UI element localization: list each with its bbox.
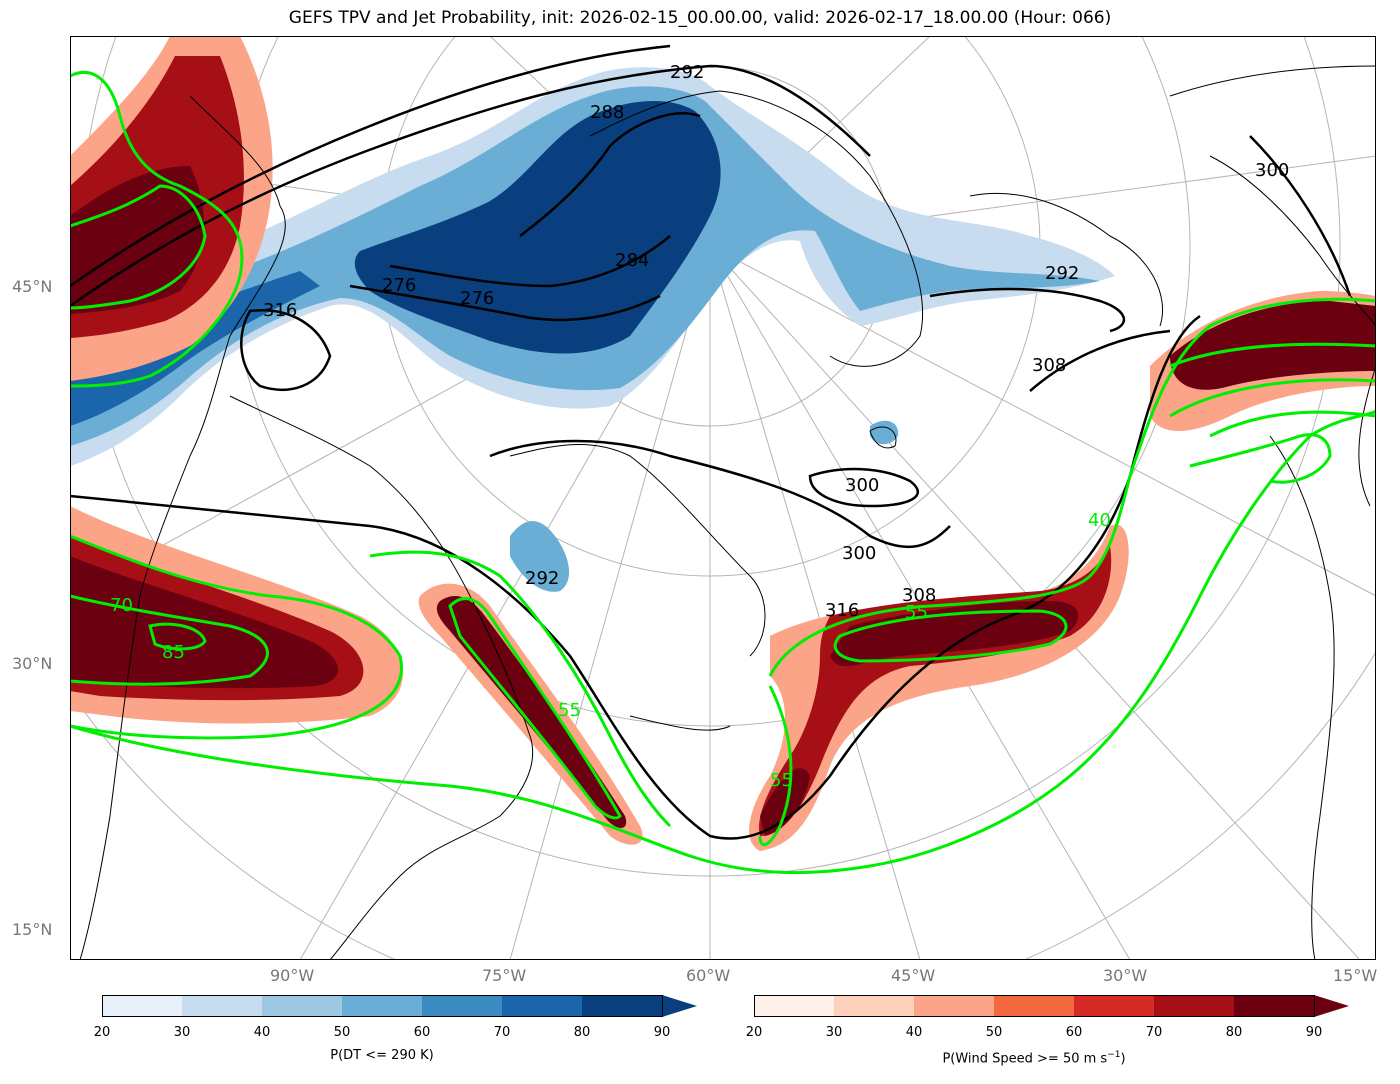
colorbar-red-tick: 50 (985, 1025, 1003, 1040)
theta-label: 284 (615, 250, 649, 271)
lon-label: 75°W (482, 966, 527, 985)
coastlines (79, 65, 1376, 960)
theta-label: 300 (842, 543, 876, 564)
lon-label: 60°W (686, 966, 731, 985)
colorbar-blue-cell (182, 995, 263, 1017)
colorbar-red-cell (754, 995, 835, 1017)
lon-label: 90°W (270, 966, 315, 985)
colorbar-red-label: P(Wind Speed >= 50 m s−1) (754, 1050, 1314, 1066)
wind-label: 55 (770, 770, 793, 791)
map-panel[interactable]: 292 288 284 276 276 316 300 300 308 308 … (70, 36, 1376, 960)
colorbar-blue-cell (102, 995, 183, 1017)
map-title: GEFS TPV and Jet Probability, init: 2026… (288, 8, 1112, 28)
lat-label: 45°N (12, 277, 53, 296)
colorbar-red-cell (914, 995, 995, 1017)
theta-label: 300 (1255, 160, 1289, 181)
theta-label: 288 (590, 102, 624, 123)
colorbar-blue-cell (262, 995, 343, 1017)
theta-label: 308 (1032, 355, 1066, 376)
colorbar-red-tick: 90 (1305, 1025, 1323, 1040)
theta-label: 300 (845, 475, 879, 496)
lat-label: 15°N (12, 920, 53, 939)
colorbar-blue-cell (582, 995, 663, 1017)
colorbar-blue (102, 995, 697, 1017)
theta-label: 292 (670, 62, 704, 83)
colorbar-blue-tick: 20 (93, 1025, 111, 1040)
colorbar-red-tick: 20 (745, 1025, 763, 1040)
wind-label: 55 (558, 700, 581, 721)
colorbar-red-cell (834, 995, 915, 1017)
colorbar-blue-tick: 30 (173, 1025, 191, 1040)
colorbar-blue-cell (422, 995, 503, 1017)
colorbar-blue-tick: 60 (413, 1025, 431, 1040)
colorbar-red-tick: 60 (1065, 1025, 1083, 1040)
theta-label: 276 (460, 288, 494, 309)
colorbar-red-tick: 40 (905, 1025, 923, 1040)
theta-label: 316 (825, 600, 859, 621)
colorbar-blue-tick: 40 (253, 1025, 271, 1040)
colorbar-red-label-end: ) (1120, 1051, 1126, 1067)
lon-label: 45°W (891, 966, 936, 985)
lon-label: 15°W (1333, 966, 1378, 985)
colorbar-blue-tick: 90 (653, 1025, 671, 1040)
wind-label: 85 (162, 642, 185, 663)
colorbar-red-cell (1154, 995, 1235, 1017)
colorbar-blue-tick: 70 (493, 1025, 511, 1040)
colorbar-red-cell (1234, 995, 1315, 1017)
theta-label: 308 (902, 585, 936, 606)
wind-contours (70, 70, 1376, 875)
colorbar-red-tick: 70 (1145, 1025, 1163, 1040)
colorbar-red-cell (1074, 995, 1155, 1017)
wind-label: 55 (905, 602, 928, 623)
lat-label: 30°N (12, 654, 53, 673)
colorbar-red-label-main: P(Wind Speed >= 50 m s (942, 1051, 1108, 1067)
colorbar-blue-tick: 50 (333, 1025, 351, 1040)
colorbar-blue-tick: 80 (573, 1025, 591, 1040)
theta-label: 292 (1045, 263, 1079, 284)
colorbar-blue-cell (502, 995, 583, 1017)
colorbar-blue-label: P(DT <= 290 K) (330, 1048, 434, 1063)
colorbar-blue-cell (342, 995, 423, 1017)
theta-labels: 292 288 284 276 276 316 300 300 308 308 … (263, 62, 1289, 621)
lon-label: 30°W (1103, 966, 1148, 985)
theta-label: 276 (382, 275, 416, 296)
theta-label: 316 (263, 300, 297, 321)
colorbar-red-cell (994, 995, 1075, 1017)
wind-labels: 70 85 55 40 55 55 (110, 510, 1111, 791)
wind-label: 70 (110, 595, 133, 616)
colorbar-red-tick: 30 (825, 1025, 843, 1040)
colorbar-red (754, 995, 1349, 1017)
colorbar-red-tick: 80 (1225, 1025, 1243, 1040)
colorbar-red-label-sup: −1 (1107, 1050, 1121, 1060)
wind-label: 40 (1088, 510, 1111, 531)
theta-contours (70, 44, 1352, 840)
theta-label: 292 (525, 568, 559, 589)
